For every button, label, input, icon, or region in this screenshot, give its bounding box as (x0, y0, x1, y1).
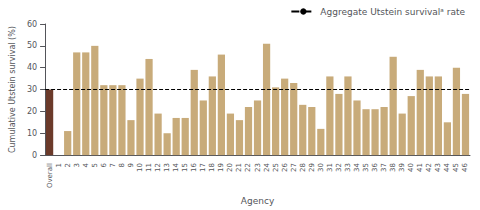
svg-text:10: 10 (27, 129, 37, 138)
svg-text:38: 38 (389, 163, 397, 172)
svg-text:37: 37 (380, 163, 388, 172)
svg-text:8: 8 (118, 163, 126, 167)
svg-text:15: 15 (181, 163, 189, 172)
svg-text:25: 25 (272, 163, 280, 172)
svg-text:21: 21 (235, 163, 243, 172)
svg-text:60: 60 (27, 20, 37, 29)
svg-text:7: 7 (109, 163, 117, 167)
svg-text:36: 36 (371, 163, 379, 172)
svg-text:22: 22 (244, 163, 252, 172)
svg-text:46: 46 (461, 163, 469, 172)
svg-text:24: 24 (263, 163, 271, 172)
svg-text:Overall: Overall (46, 163, 54, 188)
svg-text:18: 18 (208, 163, 216, 172)
svg-text:33: 33 (344, 163, 352, 172)
svg-text:6: 6 (100, 163, 108, 168)
svg-text:43: 43 (434, 163, 442, 172)
svg-text:27: 27 (290, 163, 298, 172)
svg-text:30: 30 (27, 85, 37, 94)
svg-text:28: 28 (299, 163, 307, 172)
svg-text:29: 29 (308, 163, 316, 172)
svg-text:45: 45 (452, 163, 460, 172)
svg-text:31: 31 (326, 163, 334, 172)
svg-text:20: 20 (226, 163, 234, 172)
svg-text:0: 0 (32, 151, 37, 160)
svg-text:5: 5 (91, 163, 99, 167)
svg-text:35: 35 (362, 163, 370, 172)
svg-text:13: 13 (163, 163, 171, 172)
svg-text:20: 20 (27, 107, 37, 116)
svg-text:Aggregate Utstein survivalᵃ ra: Aggregate Utstein survivalᵃ rate (320, 7, 465, 17)
svg-text:3: 3 (73, 163, 81, 167)
svg-text:10: 10 (136, 163, 144, 172)
svg-text:14: 14 (172, 163, 180, 172)
svg-text:9: 9 (127, 163, 135, 167)
svg-text:32: 32 (335, 163, 343, 172)
svg-text:19: 19 (217, 163, 225, 172)
svg-text:Agency: Agency (241, 196, 275, 206)
svg-text:50: 50 (27, 41, 37, 50)
svg-text:4: 4 (82, 163, 90, 168)
svg-text:34: 34 (353, 163, 361, 172)
svg-text:11: 11 (145, 163, 153, 172)
svg-text:30: 30 (317, 163, 325, 172)
svg-text:26: 26 (281, 163, 289, 172)
svg-text:41: 41 (416, 163, 424, 172)
svg-text:39: 39 (398, 163, 406, 172)
svg-text:40: 40 (407, 163, 415, 172)
svg-text:Cumulative Utstein survival (%: Cumulative Utstein survival (%) (8, 26, 17, 153)
svg-text:12: 12 (154, 163, 162, 172)
svg-text:16: 16 (190, 163, 198, 172)
svg-text:2: 2 (64, 163, 72, 167)
svg-text:44: 44 (443, 163, 451, 172)
svg-text:40: 40 (27, 63, 37, 72)
svg-text:42: 42 (425, 163, 433, 172)
svg-text:23: 23 (254, 163, 262, 172)
svg-text:17: 17 (199, 163, 207, 172)
svg-text:1: 1 (55, 163, 63, 167)
